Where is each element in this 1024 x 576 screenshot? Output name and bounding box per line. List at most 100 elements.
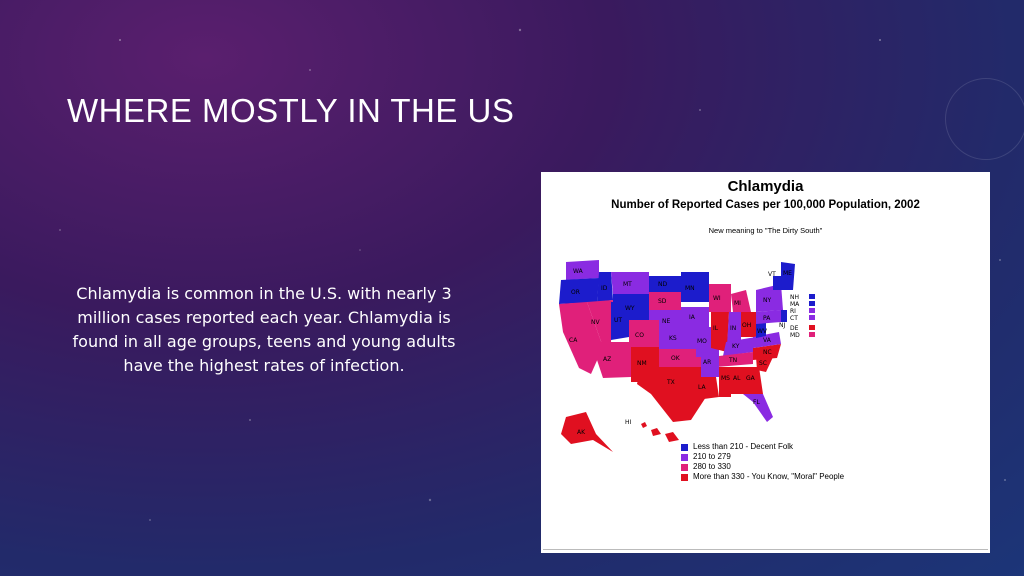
label-ri: RI — [790, 308, 796, 315]
label-sd: SD — [658, 298, 667, 305]
legend-label: 280 to 330 — [693, 462, 731, 471]
label-wy: WY — [625, 305, 635, 312]
label-md: MD — [790, 332, 800, 339]
state-tx — [637, 367, 706, 422]
state-sc — [756, 357, 773, 372]
legend-item: 210 to 279 — [681, 452, 844, 462]
state-oh — [741, 312, 756, 337]
state-ky — [723, 337, 756, 356]
state-hi — [641, 422, 647, 428]
us-choropleth-map: WA OR ID MT WY ND SD MN NE IA WI MI IL I… — [559, 260, 815, 452]
figure-title: Chlamydia — [727, 178, 804, 195]
label-nm: NM — [637, 360, 647, 367]
swatch-ma — [809, 301, 815, 306]
state-ny — [756, 284, 783, 312]
label-ca: CA — [569, 337, 578, 344]
label-id: ID — [601, 285, 608, 292]
label-tn: TN — [728, 357, 737, 364]
figure-note: New meaning to "The Dirty South" — [708, 226, 823, 235]
state-mn — [681, 272, 709, 302]
label-pa: PA — [763, 315, 771, 322]
label-ak: AK — [577, 429, 586, 436]
state-nc — [753, 344, 781, 360]
state-mi — [731, 290, 751, 312]
label-vt: VT — [768, 271, 776, 278]
label-wi: WI — [713, 295, 721, 302]
slide-title: WHERE MOSTLY IN THE US — [67, 92, 515, 129]
legend-item: 280 to 330 — [681, 462, 844, 472]
legend-swatch-pink — [681, 463, 688, 471]
label-ks: KS — [669, 335, 677, 342]
state-id — [597, 272, 613, 302]
state-ks — [659, 327, 696, 349]
state-in — [727, 312, 741, 346]
state-ca — [559, 302, 603, 374]
state-hi-3 — [665, 432, 679, 442]
label-de: DE — [790, 325, 799, 332]
figure-bottom-rule — [543, 549, 988, 550]
label-nh: NH — [790, 294, 799, 301]
label-or: OR — [571, 289, 580, 296]
label-sc: SC — [759, 360, 767, 367]
state-sd — [649, 292, 681, 310]
state-co — [629, 320, 659, 347]
label-fl: FL — [753, 399, 760, 406]
legend-swatch-red — [681, 473, 688, 481]
label-ma: MA — [790, 301, 800, 308]
state-ne — [649, 310, 691, 327]
legend-label: Less than 210 - Decent Folk — [693, 442, 794, 451]
swatch-nh — [809, 294, 815, 299]
label-ia: IA — [689, 314, 696, 321]
label-nj-side: NJ — [779, 322, 785, 329]
state-nj — [781, 310, 787, 322]
swatch-ct — [809, 315, 815, 320]
state-me — [781, 262, 795, 290]
legend-item: More than 330 - You Know, "Moral" People — [681, 472, 844, 482]
map-legend: Less than 210 - Decent Folk 210 to 279 2… — [681, 442, 844, 482]
state-la — [691, 377, 719, 400]
label-wa: WA — [573, 268, 584, 275]
state-wa — [566, 260, 599, 280]
state-ms — [719, 367, 731, 397]
label-az: AZ — [603, 356, 611, 363]
state-al — [731, 367, 743, 394]
label-ok: OK — [671, 355, 681, 362]
label-il: IL — [713, 325, 719, 332]
state-mt — [611, 272, 649, 294]
state-ar — [701, 352, 719, 377]
swatch-ri — [809, 308, 815, 313]
label-ar: AR — [703, 359, 711, 366]
state-nd — [649, 276, 681, 292]
state-wv — [756, 322, 766, 338]
label-al: AL — [733, 375, 741, 382]
label-ga: GA — [746, 375, 756, 382]
decorative-circle — [945, 78, 1024, 160]
state-ia — [681, 307, 709, 327]
state-wi — [709, 284, 731, 312]
label-ut: UT — [614, 317, 622, 324]
label-la: LA — [698, 384, 706, 391]
label-me: ME — [783, 270, 792, 277]
label-wv: WV — [757, 328, 768, 335]
state-pa — [756, 310, 781, 324]
label-nc: NC — [763, 349, 772, 356]
state-tn — [716, 352, 753, 367]
state-il — [711, 312, 729, 352]
chlamydia-map-figure: Chlamydia Number of Reported Cases per 1… — [541, 172, 990, 553]
legend-swatch-purple — [681, 453, 688, 461]
label-nd: ND — [658, 281, 667, 288]
legend-label: More than 330 - You Know, "Moral" People — [693, 472, 845, 481]
state-ak — [561, 412, 613, 452]
state-fl — [743, 394, 773, 422]
state-vt — [773, 276, 781, 290]
figure-subtitle: Number of Reported Cases per 100,000 Pop… — [611, 199, 920, 211]
label-ky: KY — [732, 343, 740, 350]
label-ct: CT — [790, 315, 798, 322]
label-ms: MS — [721, 375, 730, 382]
state-ut — [611, 302, 629, 340]
label-tx: TX — [666, 379, 675, 386]
slide-body-text: Chlamydia is common in the U.S. with nea… — [72, 284, 456, 375]
swatch-de — [809, 325, 815, 330]
state-az — [591, 342, 631, 378]
label-ny: NY — [763, 297, 771, 304]
